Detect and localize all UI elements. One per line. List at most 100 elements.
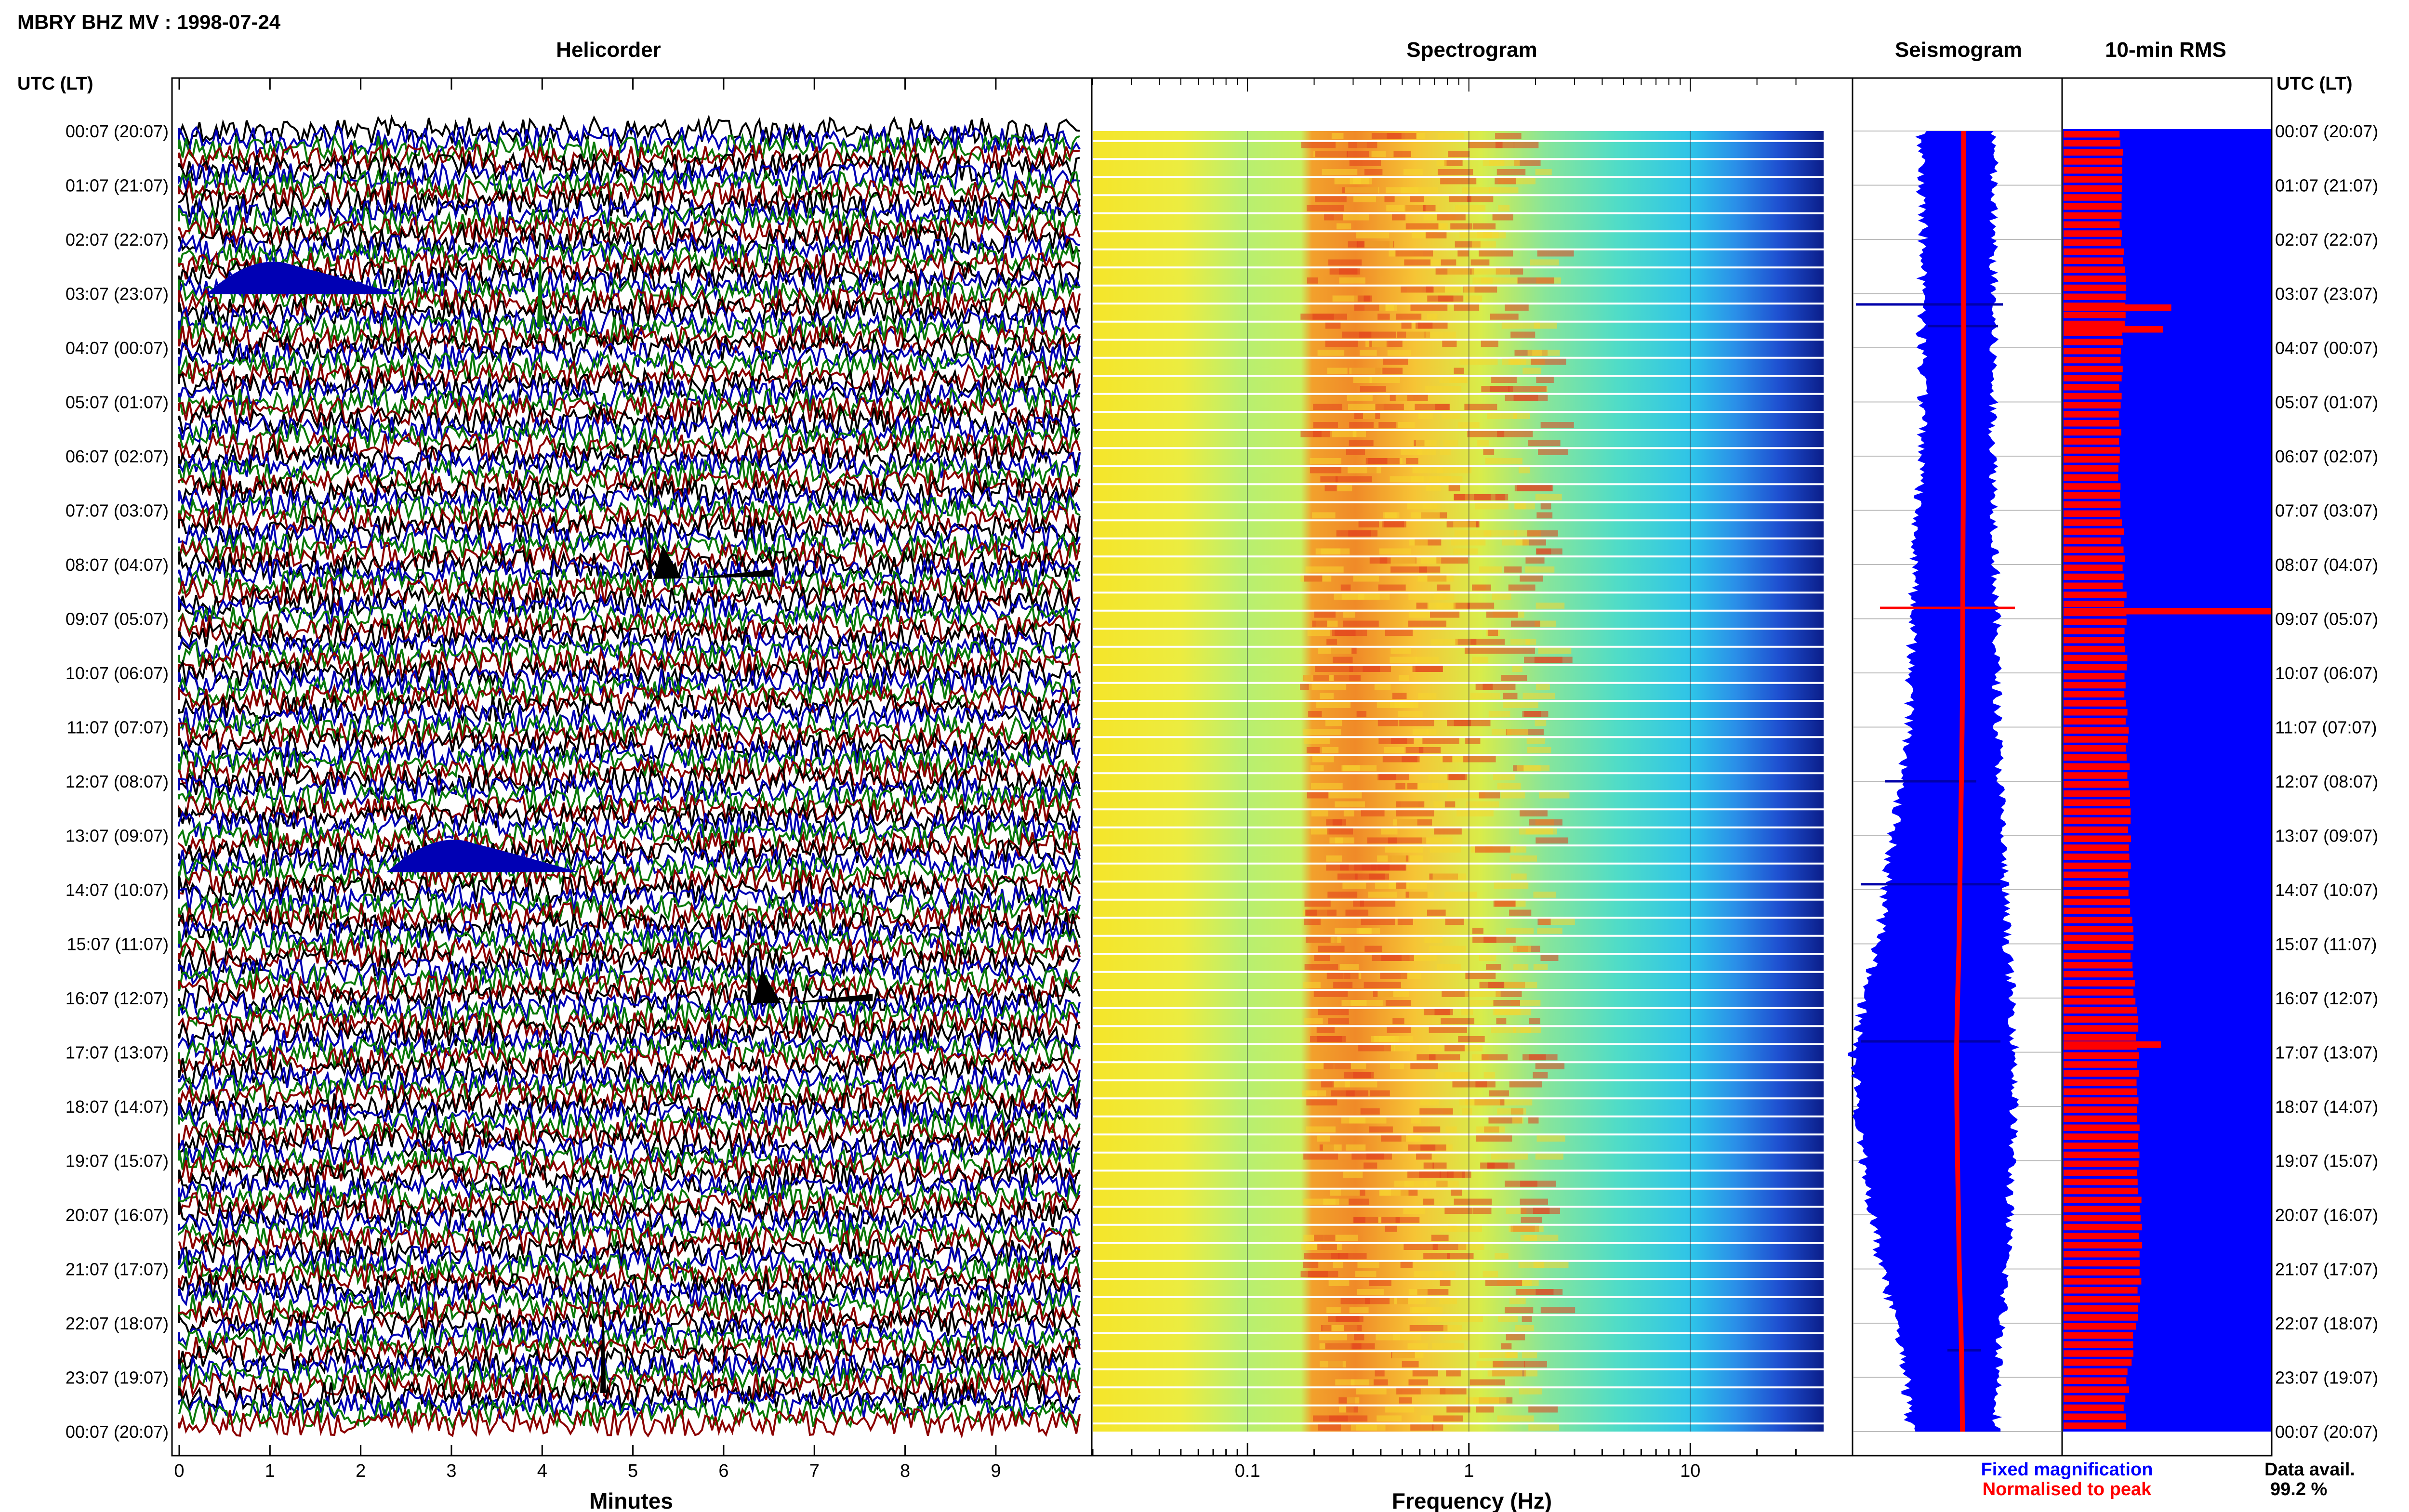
spectrogram-speckle — [1522, 711, 1549, 717]
rms-bar — [2064, 257, 2123, 264]
spectrogram-speckle — [1436, 467, 1472, 473]
rms-bar — [2064, 826, 2128, 833]
spectrogram-speckle — [1511, 873, 1527, 880]
spectrogram-speckle — [1501, 322, 1540, 329]
spectrogram-speckle — [1308, 711, 1322, 717]
helicorder-trace — [178, 1225, 1081, 1259]
spectrogram-row-gap — [1093, 645, 1824, 648]
time-label-right: 02:07 (22:07) — [2275, 230, 2378, 250]
spectrogram-speckle — [1330, 1253, 1367, 1259]
spectrogram-speckle — [1368, 892, 1397, 898]
spectrogram-speckle — [1441, 1018, 1475, 1025]
rms-bar — [2064, 339, 2123, 345]
helicorder-trace — [178, 1244, 1081, 1276]
rms-bar — [2064, 1061, 2137, 1068]
spectrogram-speckle — [1429, 1045, 1443, 1052]
spectrogram-speckle — [1339, 964, 1359, 970]
time-label-left: 01:07 (21:07) — [66, 176, 169, 196]
spectrogram-row-gap — [1093, 736, 1824, 738]
spectrogram-speckle — [1348, 404, 1384, 410]
spectrogram-speckle — [1517, 277, 1554, 284]
rms-bar — [2064, 799, 2130, 806]
time-label-right: 17:07 (13:07) — [2275, 1043, 2378, 1063]
spectrogram-speckle — [1360, 386, 1386, 392]
spectrogram-speckle — [1369, 557, 1388, 564]
utc-header-left: UTC (LT) — [17, 74, 93, 94]
spectrogram-speckle — [1431, 1235, 1449, 1241]
helicorder-trace — [178, 783, 1081, 816]
spectrogram-speckle — [1476, 1126, 1505, 1133]
spectrogram-speckle — [1349, 422, 1374, 428]
rms-bar — [2064, 673, 2125, 680]
spectrogram-tick-label: 1 — [1464, 1461, 1474, 1481]
station-title: MBRY BHZ MV : 1998-07-24 — [17, 11, 281, 33]
spectrogram-speckle — [1350, 1424, 1377, 1431]
spectrogram-speckle — [1390, 394, 1428, 401]
spectrogram-speckle — [1530, 259, 1559, 266]
spectrogram-speckle — [1303, 1198, 1339, 1205]
spectrogram-speckle — [1442, 991, 1469, 997]
time-label-right: 14:07 (10:07) — [2275, 880, 2378, 900]
spectrogram-speckle — [1307, 205, 1344, 211]
utc-header-right: UTC (LT) — [2277, 74, 2353, 94]
spectrogram-speckle — [1328, 1018, 1349, 1025]
rms-spike — [2064, 1041, 2161, 1048]
rms-bar — [2064, 1332, 2133, 1339]
rms-bar — [2064, 366, 2123, 372]
time-label-left: 02:07 (22:07) — [66, 230, 169, 250]
spectrogram-speckle — [1528, 1117, 1539, 1124]
spectrogram-speckle — [1303, 1262, 1319, 1268]
spectrogram-speckle — [1475, 846, 1510, 853]
spectrogram-row-gap — [1093, 1332, 1824, 1334]
rms-bar — [2064, 998, 2136, 1005]
spectrogram-speckle — [1300, 1271, 1338, 1277]
rms-bar — [2064, 420, 2119, 427]
rms-bar — [2064, 1223, 2142, 1231]
spectrogram-speckle — [1479, 792, 1500, 799]
spectrogram-speckle — [1485, 1280, 1522, 1286]
spectrogram-speckle — [1318, 1424, 1341, 1431]
spectrogram-speckle — [1413, 729, 1429, 736]
spectrogram-speckle — [1319, 1334, 1348, 1341]
spectrogram-speckle — [1360, 350, 1377, 356]
spectrogram-row-gap — [1093, 429, 1824, 431]
spectrogram-speckle — [1363, 413, 1376, 419]
spectrogram-speckle — [1481, 341, 1498, 347]
spectrogram-speckle — [1453, 603, 1470, 609]
helicorder-trace — [178, 1406, 1081, 1439]
spectrogram-speckle — [1306, 936, 1337, 943]
rms-bar — [2064, 348, 2121, 355]
helicorder-trace — [178, 1036, 1081, 1069]
spectrogram-speckle — [1535, 720, 1547, 726]
rms-bar — [2064, 890, 2129, 896]
spectrogram-speckle — [1351, 1153, 1385, 1160]
spectrogram-speckle — [1315, 196, 1347, 202]
rms-bar — [2064, 284, 2127, 291]
spectrogram-speckle — [1399, 720, 1434, 726]
rms-bar — [2064, 1215, 2141, 1222]
helicorder-x-axis: 0 1 2 3 4 5 6 7 8 9 — [174, 78, 1001, 1481]
spectrogram-speckle — [1453, 521, 1476, 527]
rms-bar — [2064, 465, 2118, 472]
helicorder-event — [747, 897, 873, 1009]
rms-bar — [2064, 862, 2131, 869]
rms-bar — [2064, 709, 2128, 716]
rms-bar — [2064, 1206, 2140, 1212]
spectrogram-speckle — [1425, 331, 1456, 338]
spectrogram-speckle — [1520, 1235, 1559, 1241]
spectrogram-speckle — [1436, 557, 1469, 564]
spectrogram-speckle — [1396, 882, 1406, 889]
rms-bar — [2064, 618, 2127, 625]
spectrogram-speckle — [1392, 1018, 1404, 1025]
spectrogram-row-gap — [1093, 465, 1824, 467]
spectrogram-speckle — [1369, 377, 1400, 383]
rms-bar — [2064, 212, 2122, 219]
spectrogram-speckle — [1360, 1108, 1380, 1115]
helicorder-trace — [178, 1361, 1081, 1394]
spectrogram-speckle — [1509, 909, 1532, 916]
spectrogram-speckle — [1415, 657, 1439, 663]
spectrogram-speckle — [1390, 566, 1427, 573]
helicorder-trace — [178, 1071, 1081, 1105]
rms-bar — [2064, 871, 2129, 878]
